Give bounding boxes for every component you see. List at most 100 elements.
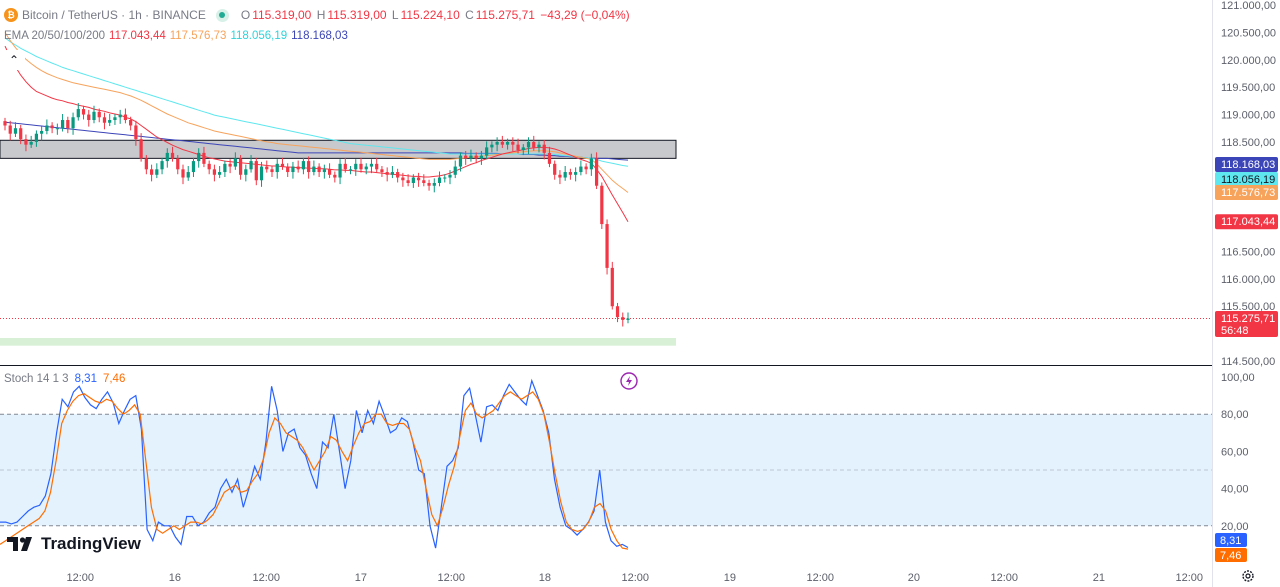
- stoch-tick-label: 80,00: [1221, 409, 1249, 421]
- candle-body: [66, 120, 70, 129]
- price-axis-badge-label: 115.275,71: [1221, 313, 1275, 325]
- candle-body: [223, 163, 227, 173]
- candle-body: [113, 117, 117, 121]
- candle-body: [385, 172, 389, 175]
- ema50-value: 117.576,73: [169, 30, 227, 42]
- ema-label: EMA 20/50/100/200: [4, 30, 106, 42]
- candle-body: [511, 141, 515, 145]
- candle-body: [165, 152, 169, 162]
- symbol-title[interactable]: Bitcoin / TetherUS · 1h · BINANCE: [22, 8, 206, 22]
- candle-body: [333, 174, 337, 178]
- candle-body: [495, 141, 499, 145]
- candle-body: [532, 141, 536, 148]
- candle-body: [108, 120, 112, 123]
- candle-body: [307, 161, 311, 173]
- candle-body: [600, 185, 604, 225]
- candle-body: [411, 177, 415, 183]
- candle-body: [615, 306, 620, 318]
- candle-body: [322, 169, 326, 173]
- price-axis-badge: [1215, 184, 1278, 200]
- candle-body: [553, 163, 557, 175]
- candle-body: [265, 166, 269, 170]
- price-axis-badge-label: 118.056,19: [1221, 174, 1275, 186]
- candle-body: [621, 317, 625, 320]
- candle-body: [244, 169, 248, 175]
- ema-legend[interactable]: EMA 20/50/100/200 117.043,44 117.576,73 …: [4, 30, 348, 42]
- stoch-d-badge: [1215, 548, 1247, 562]
- candle-body: [170, 152, 175, 159]
- candle-body: [327, 169, 332, 175]
- candle-body: [45, 125, 49, 131]
- candle-body: [155, 169, 159, 175]
- candle-body: [233, 158, 237, 167]
- stoch-legend[interactable]: Stoch 14 1 3 8,31 7,46: [4, 373, 125, 385]
- price-tick-label: 120.500,00: [1221, 27, 1276, 39]
- candle-body: [259, 166, 264, 181]
- ema50-line: [4, 32, 629, 193]
- candle-body: [13, 128, 18, 134]
- lightning-icon: [620, 372, 638, 390]
- candle-body: [401, 177, 405, 181]
- stoch-tick-label: 100,00: [1221, 372, 1255, 384]
- candle-body: [526, 141, 531, 148]
- tradingview-logo[interactable]: TradingView: [7, 534, 141, 554]
- candle-body: [144, 158, 148, 170]
- candle-body: [558, 174, 562, 178]
- candle-body: [24, 139, 28, 145]
- candle-body: [500, 141, 504, 145]
- candle-body: [432, 183, 436, 186]
- high-value: 115.319,00: [327, 8, 387, 22]
- candle-body: [427, 183, 431, 186]
- ema20-line: [4, 45, 629, 222]
- candle-body: [60, 120, 65, 129]
- time-axis-label: 18: [539, 572, 551, 584]
- candle-body: [474, 155, 478, 159]
- candle-body: [354, 163, 358, 170]
- candle-body: [102, 117, 107, 123]
- candle-body: [181, 169, 185, 178]
- change-value: −43,29 (−0,04%): [540, 8, 630, 22]
- candle-body: [505, 141, 510, 145]
- collapse-legend-button[interactable]: ⌃: [3, 50, 25, 70]
- candle-body: [19, 128, 23, 140]
- candle-body: [537, 144, 541, 148]
- candle-body: [626, 318, 630, 320]
- candle-body: [422, 180, 426, 183]
- time-axis-label: 16: [169, 572, 181, 584]
- candle-body: [291, 166, 295, 173]
- open-label: O: [240, 8, 251, 22]
- price-tick-label: 121.000,00: [1221, 0, 1276, 12]
- time-axis-label: 12:00: [991, 572, 1019, 584]
- candle-body: [301, 161, 306, 170]
- ema100-line: [4, 37, 629, 167]
- stoch-k-value: 8,31: [74, 373, 97, 385]
- candle-body: [416, 177, 421, 181]
- candle-body: [464, 155, 468, 159]
- time-axis-label: 12:00: [438, 572, 466, 584]
- candle-body: [375, 163, 379, 170]
- low-label: L: [391, 8, 399, 22]
- candle-body: [87, 114, 91, 121]
- price-axis-badge: [1215, 157, 1278, 172]
- settings-gear-icon[interactable]: [1241, 569, 1255, 583]
- stoch-d-value: 7,46: [102, 373, 126, 385]
- time-axis-label: 12:00: [1176, 572, 1204, 584]
- stoch-d-badge-label: 7,46: [1220, 550, 1241, 562]
- candle-body: [186, 172, 190, 178]
- stoch-d-line: [0, 391, 629, 550]
- candle-body: [448, 174, 452, 178]
- tradingview-logo-text: TradingView: [41, 534, 141, 553]
- candle-body: [547, 152, 552, 164]
- candle-body: [50, 125, 54, 129]
- candle-body: [8, 125, 12, 134]
- candle-body: [286, 166, 290, 173]
- candle-body: [521, 147, 525, 151]
- candle-body: [348, 169, 353, 171]
- candle-body: [134, 125, 138, 140]
- bitcoin-icon: ₿: [4, 8, 18, 22]
- candle-body: [364, 166, 368, 170]
- low-value: 115.224,10: [400, 8, 460, 22]
- candle-body: [605, 224, 609, 268]
- candle-body: [275, 163, 279, 173]
